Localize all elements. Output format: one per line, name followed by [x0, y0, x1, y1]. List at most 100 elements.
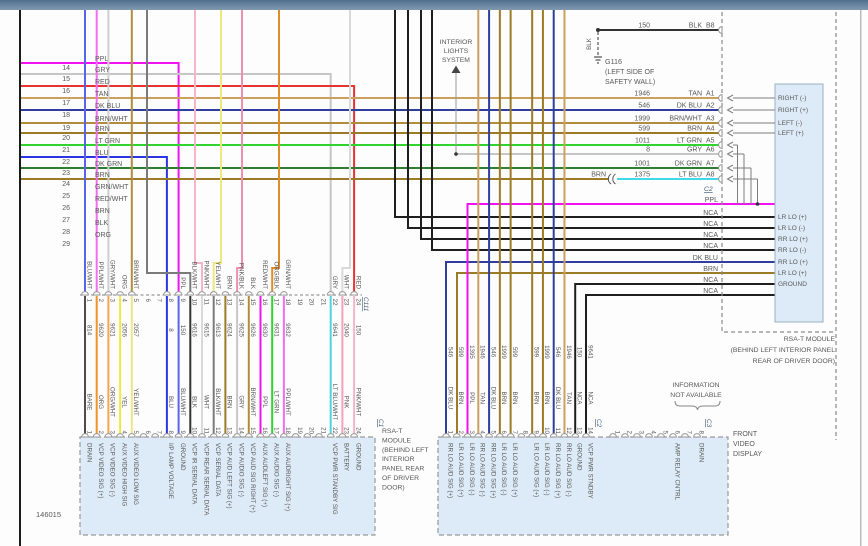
connector-pin-bump [116, 433, 125, 438]
label: RIGHT (+) [778, 107, 808, 114]
label: MODULE [382, 437, 412, 444]
label: 1946 [479, 345, 486, 359]
label: 4 [649, 431, 656, 435]
label: YEL [120, 396, 127, 408]
connector-pin-bump [127, 291, 136, 296]
label: GRY/WHT [109, 260, 116, 289]
label: 12 [565, 427, 572, 434]
label: PPL [468, 392, 475, 404]
label: LT BLU [679, 172, 702, 179]
label: RR LO (+) [778, 236, 808, 243]
label: A5 [706, 138, 715, 145]
connector-pin-bump [645, 433, 653, 438]
label: GROUND [778, 281, 807, 288]
label: 546 [446, 347, 453, 358]
connector-pin-bump [442, 433, 450, 438]
label: A1 [706, 91, 715, 98]
label: PPL [261, 396, 268, 408]
connector-pin-bump [560, 433, 569, 438]
label: RED/WHT [261, 260, 268, 289]
label: 12 [214, 299, 221, 306]
connector-pin-bump [279, 291, 288, 296]
label: TAN [565, 392, 572, 404]
connector-pin-bump [279, 433, 288, 438]
label: 7 [156, 431, 163, 435]
label: 2 [457, 431, 464, 435]
module-outlines [79, 12, 837, 536]
connector-pin-bump [127, 433, 136, 438]
label: 21 [319, 299, 326, 306]
rsa-t-speaker-box [774, 83, 824, 323]
label: 1001 [634, 161, 650, 168]
label: A6 [706, 147, 715, 154]
label: 4 [120, 299, 127, 303]
label: DRAIN [85, 443, 92, 462]
label: PPL [95, 56, 108, 63]
label: BRN/WHT [249, 388, 256, 417]
label: 17 [273, 427, 280, 434]
connector-pin-bump [539, 433, 547, 438]
label: 1 [446, 431, 453, 435]
label: GRY [95, 67, 110, 74]
label: 9616 [191, 323, 198, 337]
connector-pin-bump [303, 433, 312, 438]
label: 23 [343, 299, 350, 306]
connector-pin-bump [151, 433, 160, 438]
label: 15 [249, 299, 256, 306]
label: 7 [685, 431, 692, 435]
label: VCP VIDEO SIG (+) [97, 443, 104, 498]
label: (BEHIND LEFT [382, 447, 428, 454]
connector-pin-bump [338, 291, 347, 296]
connector-pin-bump [174, 291, 183, 296]
connector-pin-bump [718, 150, 723, 158]
label: 7 [511, 431, 518, 435]
label: RIGHT (-) [778, 95, 806, 102]
connector-pin-bump [693, 433, 701, 438]
label: GRY [331, 276, 338, 289]
connector-pin-bump [718, 141, 723, 149]
label: NCA [703, 288, 718, 295]
label: GROUND [354, 443, 361, 471]
connector-pin-bump [718, 164, 723, 172]
label: RR LO (+) [778, 259, 808, 266]
label: GRN/WHT [284, 259, 291, 289]
label: TAN [479, 392, 486, 404]
label: 8 [167, 328, 174, 332]
label: DK BLU [554, 387, 561, 409]
label: 26 [62, 205, 70, 212]
label: RED [354, 276, 361, 290]
label: 5 [489, 431, 496, 435]
label: 17 [62, 100, 70, 107]
label: AUX VIDEO HIGH SIG [120, 443, 127, 506]
label: 19 [62, 125, 70, 132]
label: 9 [179, 299, 186, 303]
label: PPL/WHT [97, 261, 104, 289]
label: 1 [85, 431, 92, 435]
label: 9631 [273, 323, 280, 337]
label: LEFT (-) [778, 120, 802, 127]
label: INTERIOR [382, 456, 415, 463]
label: LT GRN [677, 138, 702, 145]
label: 1395 [468, 345, 475, 359]
label: 24 [354, 299, 361, 306]
label: BRN [95, 126, 110, 133]
label: LEFT (+) [778, 130, 804, 137]
label: 9625 [237, 323, 244, 337]
label: 23 [343, 427, 350, 434]
ground-g116 [594, 28, 602, 64]
label: YEL/WHT [214, 261, 221, 289]
label: 22 [331, 299, 338, 306]
label: 599 [638, 126, 650, 133]
connector-pin-bump [718, 106, 723, 114]
rsa-t-top-module-outline [721, 12, 837, 440]
label: RSA-T MODULE [784, 336, 836, 343]
label: BRN [95, 172, 110, 179]
label: REAR OF DRIVER DOOR) [753, 358, 835, 365]
label: PNK [343, 396, 350, 410]
label: TAN [95, 91, 108, 98]
label: BLU [167, 396, 174, 408]
connector-pin-bump [633, 433, 641, 438]
label: 150 [576, 347, 583, 358]
connector-pin-bump [209, 291, 218, 296]
